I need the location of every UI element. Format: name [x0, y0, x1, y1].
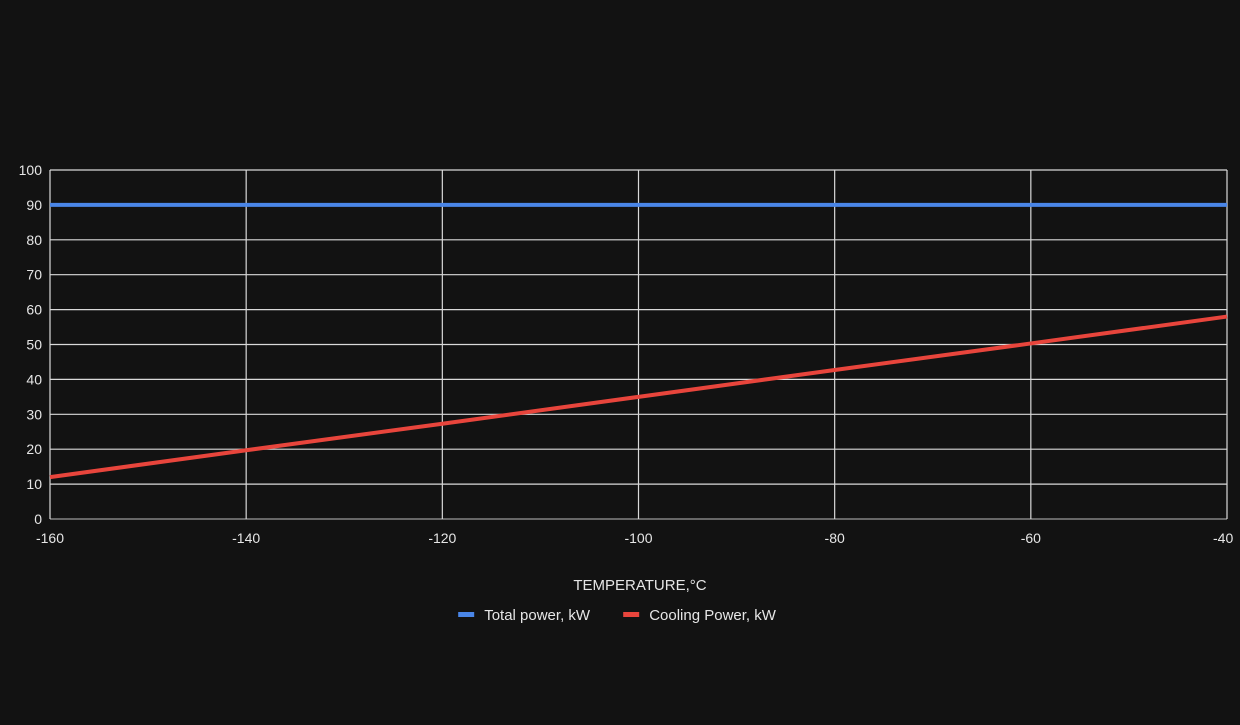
y-tick-label: 30 — [26, 406, 42, 422]
y-tick-label: 80 — [26, 232, 42, 248]
x-axis-ticks: -160 -140 -120 -100 -80 -60 -40 — [36, 530, 1233, 546]
x-tick-label: -60 — [1021, 530, 1041, 546]
y-tick-label: 60 — [26, 302, 42, 318]
x-axis-title: TEMPERATURE,°C — [573, 577, 706, 594]
y-tick-label: 10 — [26, 476, 42, 492]
series-line-2 — [49, 314, 1228, 480]
legend: Total power, kW Cooling Power, kW — [458, 607, 777, 624]
legend-item[interactable]: Cooling Power, kW — [623, 607, 777, 624]
legend-swatch — [458, 612, 475, 617]
x-tick-label: -160 — [36, 530, 64, 546]
y-tick-label: 40 — [26, 371, 42, 387]
grid — [49, 169, 1228, 520]
legend-label: Cooling Power, kW — [649, 607, 777, 624]
y-tick-label: 50 — [26, 337, 42, 353]
y-tick-label: 0 — [34, 511, 42, 527]
series-lines — [49, 202, 1228, 480]
y-axis-ticks: 0 10 20 30 40 50 60 70 80 90 100 — [19, 162, 43, 527]
y-tick-label: 20 — [26, 441, 42, 457]
y-tick-label: 100 — [19, 162, 43, 178]
y-tick-label: 70 — [26, 267, 42, 283]
legend-item[interactable]: Total power, kW — [458, 607, 591, 624]
x-tick-label: -120 — [428, 530, 456, 546]
x-tick-label: -140 — [232, 530, 260, 546]
legend-label: Total power, kW — [484, 607, 591, 624]
x-tick-label: -80 — [825, 530, 845, 546]
legend-swatch — [623, 612, 640, 617]
y-tick-label: 90 — [26, 197, 42, 213]
x-tick-label: -100 — [624, 530, 652, 546]
x-tick-label: -40 — [1213, 530, 1233, 546]
